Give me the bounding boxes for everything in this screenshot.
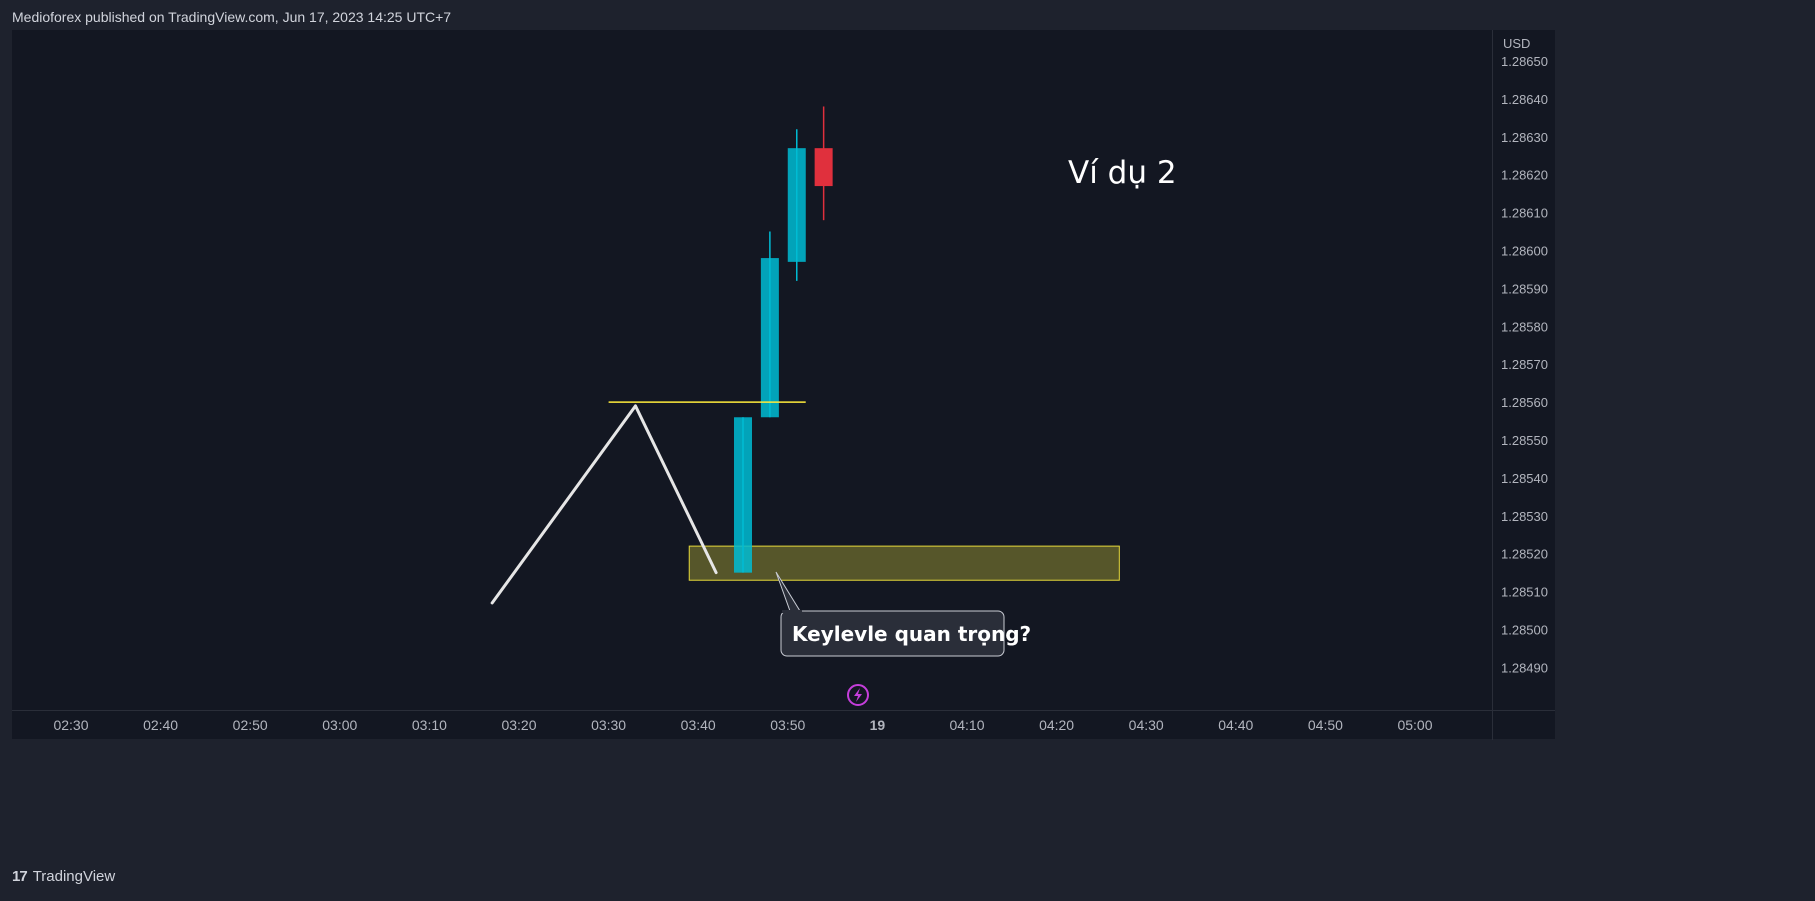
candle bbox=[734, 417, 752, 573]
price-tick-label: 1.28500 bbox=[1501, 623, 1548, 638]
published-info: Medioforex published on TradingView.com,… bbox=[12, 9, 452, 25]
time-tick-label: 04:30 bbox=[1129, 717, 1164, 733]
time-axis-background bbox=[12, 711, 1555, 739]
candle bbox=[787, 129, 806, 281]
candle-body bbox=[760, 258, 779, 418]
time-tick-label: 05:00 bbox=[1397, 717, 1432, 733]
price-tick-label: 1.28550 bbox=[1501, 433, 1548, 448]
price-tick-label: 1.28650 bbox=[1501, 54, 1548, 69]
key-level-zone-layer bbox=[688, 545, 1120, 581]
candle-body bbox=[814, 148, 833, 187]
time-axis[interactable]: 02:30 02:40 02:50 03:00 03:10 03:20 03:30 03:40… bbox=[53, 717, 1432, 733]
candle bbox=[760, 231, 779, 418]
price-axis[interactable]: 1.28650 1.28640 1.28630 1.28620 1.28610 1.286… bbox=[1501, 54, 1548, 675]
time-tick-label: 03:00 bbox=[322, 717, 357, 733]
time-tick-label: 03:40 bbox=[681, 717, 716, 733]
time-tick-label: 04:10 bbox=[949, 717, 984, 733]
time-tick-label: 04:50 bbox=[1308, 717, 1343, 733]
time-tick-label: 03:20 bbox=[501, 717, 536, 733]
price-tick-label: 1.28640 bbox=[1501, 92, 1548, 107]
candle-body bbox=[734, 417, 752, 573]
lightning-icon[interactable] bbox=[847, 684, 869, 706]
callout-box bbox=[780, 610, 1005, 657]
swing-path-line bbox=[490, 404, 718, 605]
candles-layer bbox=[734, 106, 833, 573]
plot-background bbox=[12, 30, 1492, 710]
candle bbox=[814, 106, 833, 221]
time-tick-label: 02:50 bbox=[233, 717, 268, 733]
tradingview-logo-icon: 17 bbox=[12, 868, 28, 885]
tradingview-logo-text: TradingView bbox=[32, 868, 116, 885]
price-axis-background bbox=[1493, 30, 1555, 710]
time-tick-label: 04:20 bbox=[1039, 717, 1074, 733]
price-tick-label: 1.28540 bbox=[1501, 471, 1548, 486]
price-tick-label: 1.28560 bbox=[1501, 395, 1548, 410]
drawings-layer bbox=[490, 401, 806, 605]
currency-label: USD bbox=[1503, 36, 1530, 51]
price-tick-label: 1.28610 bbox=[1501, 206, 1548, 221]
price-tick-label: 1.28580 bbox=[1501, 319, 1548, 334]
time-tick-label: 03:30 bbox=[591, 717, 626, 733]
callout[interactable]: Keylevle quan trọng? bbox=[775, 571, 1031, 657]
candle-body bbox=[787, 148, 806, 262]
price-tick-label: 1.28490 bbox=[1501, 660, 1548, 675]
price-tick-label: 1.28600 bbox=[1501, 244, 1548, 259]
tradingview-footer[interactable]: 17 TradingView bbox=[12, 868, 115, 885]
callout-text: Keylevle quan trọng? bbox=[792, 622, 1031, 646]
price-tick-label: 1.28630 bbox=[1501, 130, 1548, 145]
time-tick-label: 02:30 bbox=[53, 717, 88, 733]
time-tick-label: 04:40 bbox=[1218, 717, 1253, 733]
time-tick-label: 03:50 bbox=[770, 717, 805, 733]
example-title: Ví dụ 2 bbox=[1068, 155, 1177, 191]
price-tick-label: 1.28620 bbox=[1501, 168, 1548, 183]
price-tick-label: 1.28570 bbox=[1501, 357, 1548, 372]
price-tick-label: 1.28590 bbox=[1501, 281, 1548, 296]
price-tick-label: 1.28510 bbox=[1501, 585, 1548, 600]
time-tick-label: 03:10 bbox=[412, 717, 447, 733]
price-tick-label: 1.28520 bbox=[1501, 547, 1548, 562]
price-tick-label: 1.28530 bbox=[1501, 509, 1548, 524]
time-tick-label: 02:40 bbox=[143, 717, 178, 733]
time-tick-label: 19 bbox=[870, 717, 886, 733]
key-level-zone bbox=[688, 545, 1120, 581]
